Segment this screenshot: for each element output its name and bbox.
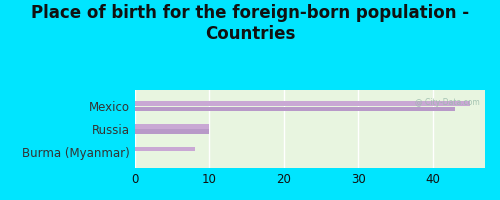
Bar [135, 107, 455, 111]
Bar [135, 129, 210, 134]
Text: Place of birth for the foreign-born population -
Countries: Place of birth for the foreign-born popu… [31, 4, 469, 43]
Bar [135, 147, 194, 151]
Bar [135, 101, 470, 106]
Text: @ City-Data.com: @ City-Data.com [415, 98, 480, 107]
Bar [135, 124, 210, 129]
